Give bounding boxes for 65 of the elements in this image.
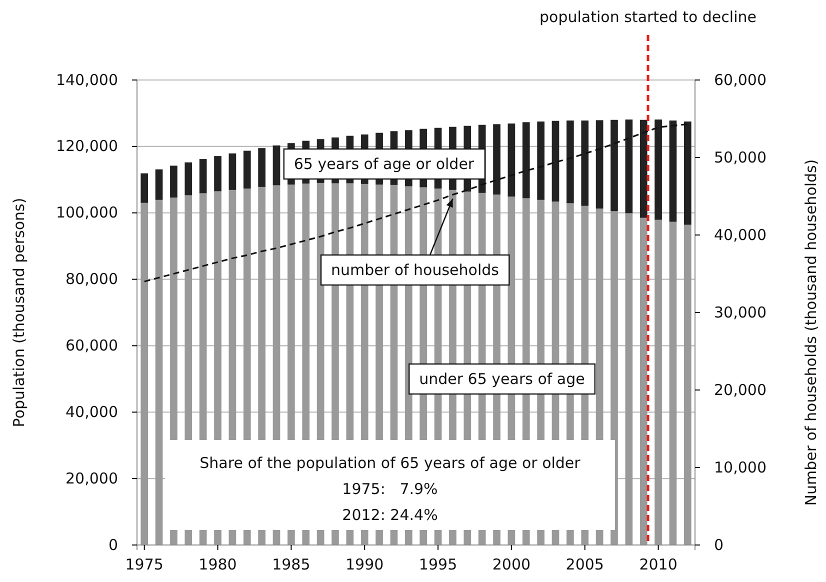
bar — [508, 124, 516, 197]
bar — [214, 156, 222, 192]
annotation: 2012: 24.4% — [342, 506, 438, 524]
x-tick-label: 2000 — [492, 556, 531, 574]
bar — [684, 122, 692, 225]
y-tick-label: 0 — [108, 536, 118, 554]
bar — [669, 222, 677, 545]
bar — [640, 120, 648, 218]
x-tick-label: 1995 — [418, 556, 458, 574]
bar — [199, 159, 207, 194]
bar — [552, 120, 560, 202]
bar — [654, 220, 662, 545]
y2-tick-label: 40,000 — [714, 226, 766, 244]
y2-tick-label: 50,000 — [714, 148, 766, 166]
bar — [140, 202, 148, 545]
y-tick-label: 60,000 — [66, 336, 118, 355]
bar — [140, 173, 148, 203]
x-tick-label: 1990 — [346, 556, 384, 574]
bar — [522, 122, 530, 198]
bar — [654, 120, 662, 220]
bar — [610, 120, 618, 212]
bar — [684, 224, 692, 545]
annotation: 1975: 7.9% — [342, 480, 438, 498]
y2-tick-label: 20,000 — [714, 380, 766, 399]
x-tick-label: 2010 — [639, 556, 678, 574]
y-tick-label: 120,000 — [56, 137, 118, 156]
series-label: 65 years of age or older — [294, 155, 475, 173]
bar — [566, 120, 574, 204]
bar — [625, 213, 633, 545]
y2-tick-label: 30,000 — [714, 303, 766, 322]
y2-tick-label: 60,000 — [714, 70, 766, 89]
series-label: number of households — [331, 261, 500, 279]
bar — [243, 150, 251, 189]
series-label: under 65 years of age — [419, 370, 585, 388]
y-tick-label: 140,000 — [56, 70, 118, 89]
y2-tick-label: 0 — [714, 536, 724, 554]
y-axis-title: Population (thousand persons) — [10, 198, 28, 428]
bar — [640, 218, 648, 545]
bar — [493, 124, 500, 195]
x-tick-label: 2005 — [566, 556, 604, 574]
y2-axis-title: Number of households (thousand households) — [802, 159, 820, 506]
bar — [272, 145, 280, 186]
line-series — [144, 123, 688, 282]
bar — [625, 120, 633, 214]
bar — [184, 162, 192, 196]
y-tick-label: 40,000 — [66, 402, 118, 421]
bar — [581, 120, 589, 206]
bar — [228, 153, 236, 190]
bar — [155, 169, 163, 200]
y-tick-label: 100,000 — [56, 204, 118, 222]
y2-tick-label: 10,000 — [714, 458, 766, 476]
y-tick-label: 80,000 — [66, 270, 118, 288]
bar — [669, 120, 677, 222]
bar — [258, 148, 266, 187]
bar — [537, 122, 544, 200]
x-tick-label: 1975 — [125, 556, 164, 574]
bar — [170, 166, 178, 198]
x-tick-label: 1985 — [272, 556, 310, 574]
bar — [596, 120, 604, 209]
note-panel: Share of the population of 65 years of age or older 1975: 7.9% 2012: 24.4% — [165, 440, 615, 530]
x-tick-label: 1980 — [198, 556, 237, 574]
ref-line-label: population started to decline — [540, 8, 756, 26]
y-tick-label: 20,000 — [66, 469, 118, 488]
annotation: Share of the population of 65 years of age or older — [200, 454, 582, 472]
bar — [155, 200, 163, 545]
